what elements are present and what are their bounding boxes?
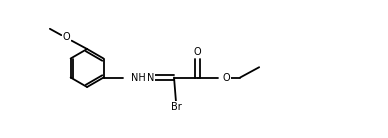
Text: O: O [63,32,70,42]
Text: Br: Br [171,102,181,112]
Text: O: O [194,47,202,57]
Text: O: O [223,72,230,83]
Text: NH: NH [131,72,146,83]
Text: N: N [147,72,154,83]
